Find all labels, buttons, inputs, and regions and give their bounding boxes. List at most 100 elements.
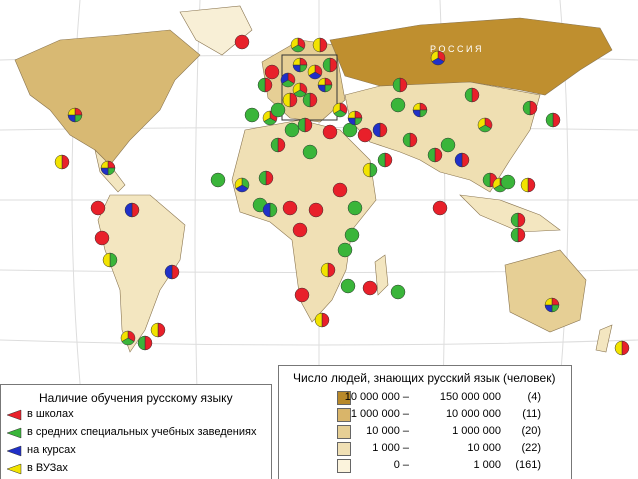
pie-wedge (100, 160, 109, 169)
pie-wedge (332, 102, 341, 114)
learning-legend: Наличие обучения русскому языку в школах… (0, 384, 272, 479)
pie-wedge (500, 174, 516, 190)
range-to: 10 000 000 (445, 408, 501, 420)
pie-wedge (392, 77, 401, 93)
pie-wedge (510, 212, 519, 228)
africa (231, 119, 377, 323)
range-to: 10 000 (467, 442, 501, 454)
pie-wedge (344, 227, 360, 243)
pie-wedge (289, 92, 298, 108)
range-from: 1 000 000 – (350, 408, 409, 420)
legend-title: Число людей, знающих русский язык (челов… (293, 371, 556, 385)
pie-wedge (302, 92, 311, 108)
madagascar (374, 254, 389, 296)
pie-wedge (402, 132, 411, 148)
pie-wedge (510, 227, 519, 243)
pie-wedge (302, 144, 318, 160)
icon-yellow (6, 463, 22, 475)
pie-wedge (292, 222, 308, 238)
pie-wedge (337, 242, 353, 258)
pie-wedge (297, 117, 306, 133)
pie-wedge (282, 200, 298, 216)
pie-wedge (270, 137, 279, 153)
pie-wedge (527, 177, 536, 193)
pie-wedge (234, 177, 243, 189)
pie-wedge (432, 200, 448, 216)
pie-wedge (54, 154, 63, 170)
australia (504, 249, 587, 333)
pie-wedge (282, 92, 291, 108)
range-from: 1 000 – (372, 442, 409, 454)
pie-wedge (284, 122, 300, 138)
pie-wedge (171, 264, 180, 280)
indonesia (459, 194, 561, 233)
range-from: 10 000 – (366, 425, 409, 437)
pie-wedge (94, 230, 110, 246)
pie-wedge (102, 252, 111, 268)
pie-wedge (307, 64, 316, 76)
count: (20) (521, 425, 541, 437)
pie-wedge (430, 50, 439, 62)
pie-wedge (390, 284, 406, 300)
pie-wedge (529, 100, 538, 116)
land (14, 5, 613, 353)
pie-wedge (109, 252, 118, 268)
range-to: 150 000 000 (439, 391, 501, 403)
pie-wedge (90, 200, 106, 216)
pie-wedge (362, 280, 378, 296)
pie-wedge (67, 107, 76, 116)
pie-wedge (520, 177, 529, 193)
pie-wedge (440, 137, 456, 153)
pie-wedge (292, 57, 301, 66)
range-from: 0 – (393, 459, 409, 471)
pie-wedge (461, 152, 470, 168)
pie-wedge (290, 37, 299, 49)
pie-wedge (329, 57, 338, 73)
range-to: 1 000 000 (452, 425, 501, 437)
pie-wedge (265, 170, 274, 186)
pie-wedge (264, 77, 273, 93)
pie-wedge (409, 132, 418, 148)
pie-wedge (517, 227, 526, 243)
pie-wedge (471, 87, 480, 103)
pie-wedge (357, 127, 373, 143)
count: (11) (522, 408, 541, 420)
range-to: 1 000 (473, 459, 501, 471)
pie-wedge (264, 64, 280, 80)
pie-wedge (377, 152, 386, 168)
pie-wedge (369, 162, 378, 178)
country-label: Р О С С И Я (430, 44, 481, 54)
pie-wedge (327, 262, 336, 278)
pie-wedge (347, 110, 356, 119)
pie-wedge (614, 340, 623, 356)
pie-wedge (522, 100, 531, 116)
pie-wedge (314, 312, 323, 328)
icon-green (6, 427, 22, 439)
pie-wedge (124, 202, 133, 218)
legend-item: в средних специальных учебных заведениях (27, 426, 257, 438)
swatch (337, 391, 351, 405)
pie-wedge (322, 57, 331, 73)
pie-wedge (464, 87, 473, 103)
pie-wedge (244, 107, 260, 123)
pie-wedge (269, 202, 278, 218)
pie-wedge (399, 77, 408, 93)
pie-wedge (322, 124, 338, 140)
pie-wedge (347, 200, 363, 216)
pie-wedge (234, 34, 250, 50)
north-america (14, 29, 201, 166)
pie-wedge (340, 278, 356, 294)
pie-wedge (477, 117, 486, 129)
pie-wedge (332, 182, 348, 198)
pie-wedge (384, 152, 393, 168)
pie-wedge (210, 172, 226, 188)
pie-wedge (312, 37, 321, 53)
pie-wedge (270, 102, 286, 118)
count: (4) (527, 391, 541, 403)
pie-wedge (427, 147, 436, 163)
swatch (337, 408, 351, 422)
legend-item: на курсах (27, 444, 76, 456)
pie-wedge (131, 202, 140, 218)
legend-icons (6, 409, 22, 475)
